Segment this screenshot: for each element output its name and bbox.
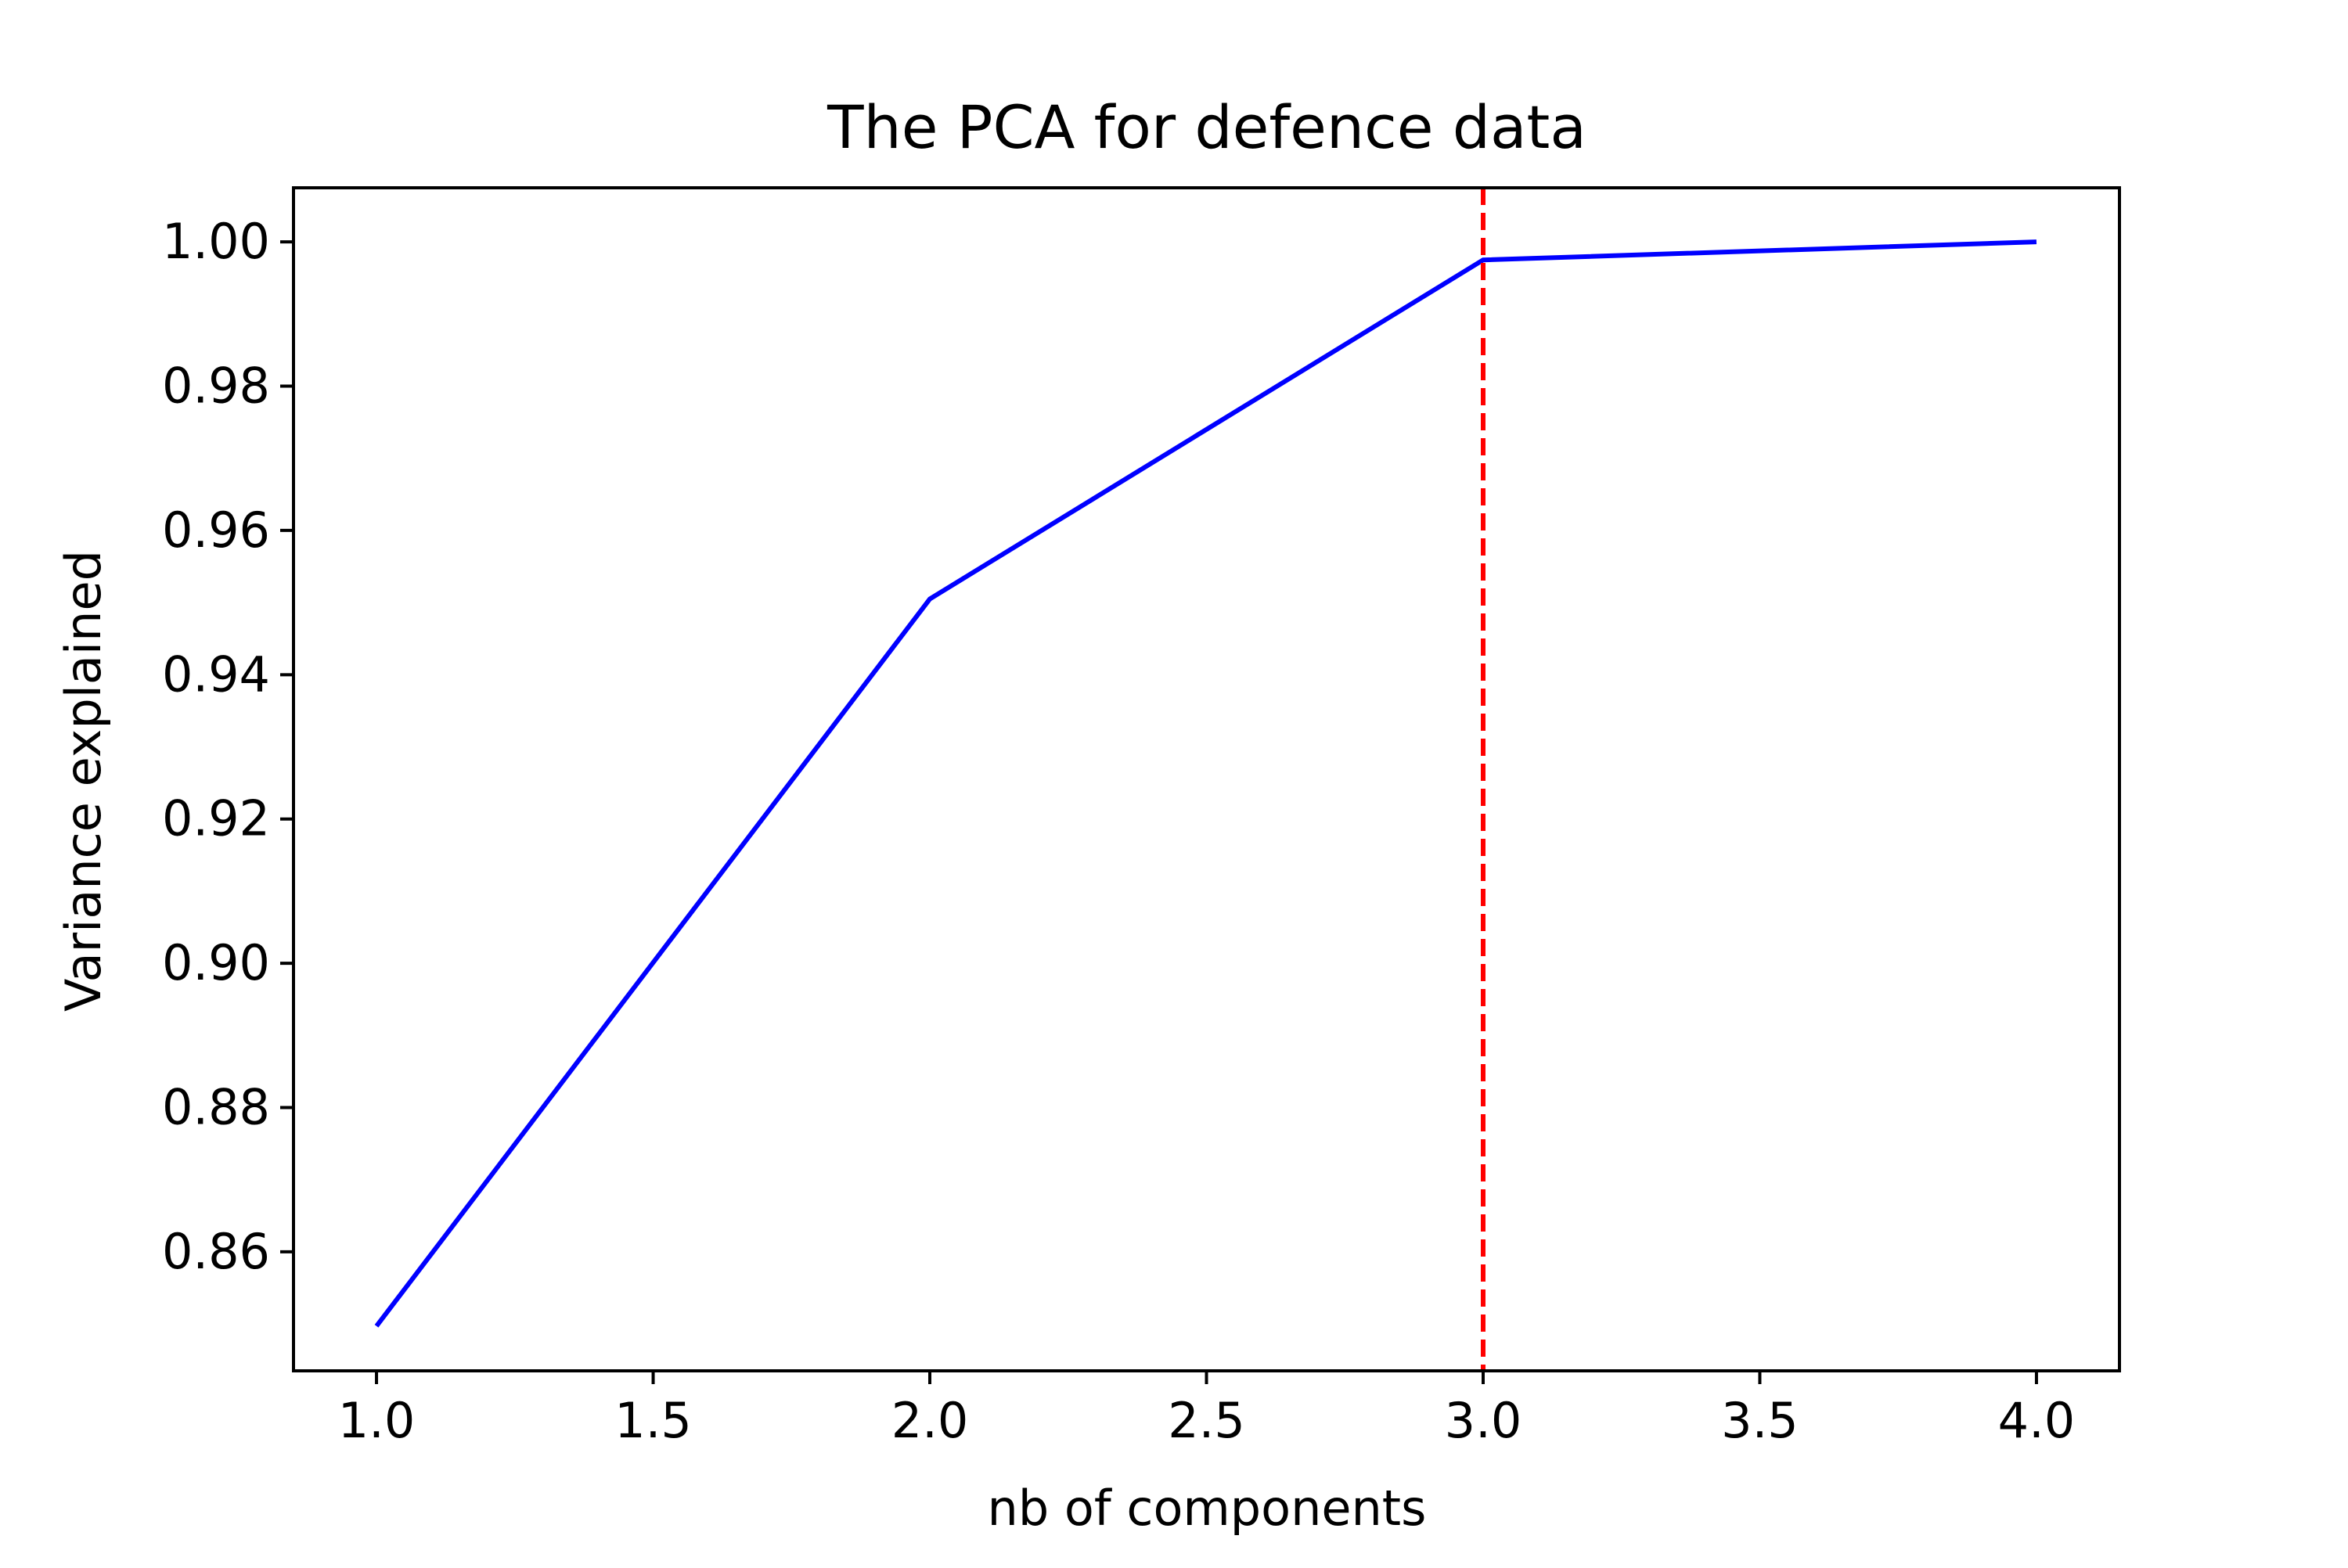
x-tick-label: 1.5 — [614, 1392, 692, 1449]
y-tick-label: 1.00 — [162, 213, 270, 270]
y-tick-label: 0.96 — [162, 502, 270, 559]
x-tick-label: 2.0 — [891, 1392, 969, 1449]
x-tick-label: 1.0 — [338, 1392, 416, 1449]
y-tick-label: 0.92 — [162, 790, 270, 847]
y-tick-label: 0.90 — [162, 934, 270, 991]
y-axis-label: Variance explained — [55, 550, 112, 1012]
x-tick-label: 2.5 — [1168, 1392, 1245, 1449]
x-tick-label: 4.0 — [1998, 1392, 2076, 1449]
y-tick-label: 0.86 — [162, 1223, 270, 1280]
chart-title: The PCA for defence data — [826, 92, 1586, 162]
y-tick-label: 0.88 — [162, 1078, 270, 1135]
y-tick-label: 0.98 — [162, 358, 270, 415]
x-axis-label: nb of components — [988, 1480, 1427, 1537]
y-tick-label: 0.94 — [162, 646, 270, 703]
x-tick-label: 3.5 — [1721, 1392, 1799, 1449]
x-tick-label: 3.0 — [1445, 1392, 1522, 1449]
